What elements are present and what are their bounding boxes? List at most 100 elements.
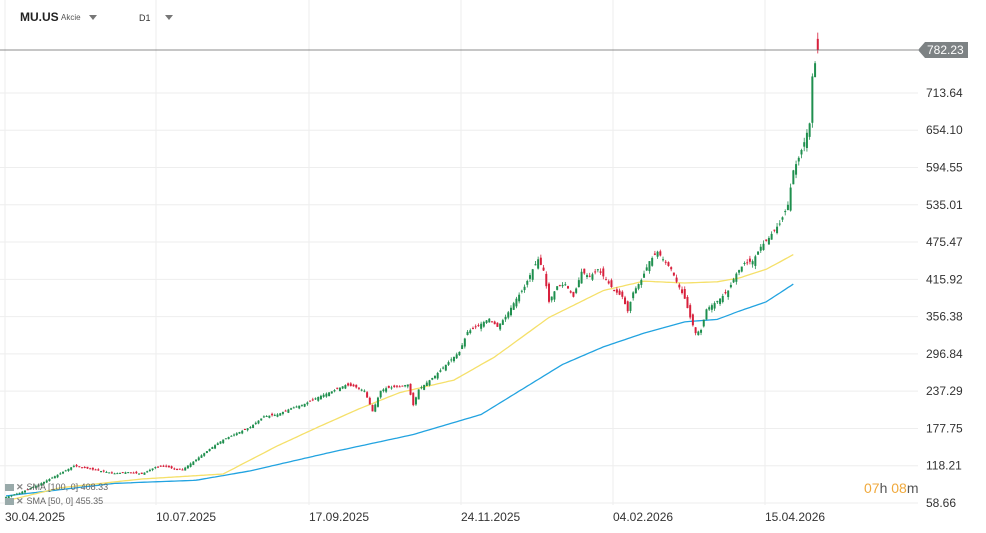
candle-body: [700, 329, 703, 333]
candle-body: [349, 383, 352, 386]
close-icon[interactable]: ✕: [16, 496, 24, 506]
x-tick-label: 04.02.2026: [613, 510, 673, 524]
candle-body: [444, 364, 447, 371]
candle-body: [656, 251, 659, 257]
candle-body: [192, 461, 195, 465]
candle-body: [575, 288, 578, 293]
candle-body: [200, 455, 203, 458]
candle-body: [732, 279, 735, 283]
candle-body: [105, 471, 108, 473]
candle-body: [279, 413, 282, 416]
candle-body: [721, 295, 724, 302]
candle-body: [184, 467, 187, 471]
candle-body: [710, 305, 713, 310]
candle-body: [447, 362, 450, 365]
candle-body: [75, 464, 78, 467]
candle-body: [246, 428, 249, 431]
candle-body: [452, 356, 455, 362]
symbol-label[interactable]: MU.US: [20, 10, 59, 24]
candle-body: [713, 303, 716, 309]
candle-body: [62, 471, 65, 474]
candle-body: [94, 469, 97, 471]
y-tick-label: 118.21: [926, 459, 962, 473]
candle-body: [83, 466, 86, 468]
candle-body: [632, 292, 635, 299]
candle-body: [317, 396, 320, 401]
candle-body: [545, 273, 548, 287]
candle-body: [458, 351, 461, 356]
close-icon[interactable]: ✕: [16, 482, 24, 492]
candle-body: [78, 466, 81, 468]
candle-body: [205, 451, 208, 453]
candle-body: [222, 439, 225, 444]
candle-body: [102, 470, 105, 472]
candle-body: [624, 297, 627, 305]
candle-body: [124, 472, 127, 474]
candle-body: [781, 217, 784, 220]
timeframe-label[interactable]: D1: [139, 13, 151, 23]
candle-body: [550, 296, 553, 301]
candle-body: [420, 387, 423, 389]
candle-body: [227, 437, 230, 440]
y-tick-label: 415.92: [926, 272, 963, 286]
y-tick-label: 296.84: [926, 347, 963, 361]
candle-body: [143, 472, 146, 475]
candle-body: [360, 389, 363, 391]
candle-body: [211, 447, 214, 449]
candle-body: [314, 398, 317, 400]
candle-body: [482, 322, 485, 327]
candle-body: [469, 330, 472, 334]
candle-body: [208, 448, 211, 452]
candle-body: [167, 465, 170, 468]
candle-body: [621, 291, 624, 297]
candle-body: [537, 259, 540, 269]
candle-body: [485, 320, 488, 323]
candle-body: [376, 397, 379, 407]
x-axis: 30.04.2025 10.07.2025 17.09.2025 24.11.2025…: [5, 510, 825, 524]
candle-body: [319, 395, 322, 400]
candle-body: [328, 392, 331, 397]
y-tick-label: 177.75: [926, 421, 963, 435]
sma50-path: [5, 254, 794, 502]
candle-body: [140, 472, 143, 474]
candle-body: [681, 289, 684, 294]
candle-body: [792, 170, 795, 185]
candle-body: [238, 432, 241, 434]
candle-body: [602, 268, 605, 277]
candle-body: [59, 473, 62, 475]
candle-body: [176, 468, 179, 470]
candle-body: [588, 275, 591, 277]
candle-body: [262, 416, 265, 418]
candle-body: [548, 283, 550, 302]
sma100-path: [5, 283, 794, 497]
current-price-label: 782.23: [927, 43, 964, 57]
candle-body: [803, 142, 806, 147]
candle-body: [564, 284, 567, 286]
instrument-type-label: Akcie: [61, 13, 81, 22]
symbol-dropdown-icon[interactable]: [89, 15, 97, 20]
candle-body: [708, 307, 711, 310]
candle-body: [428, 380, 431, 386]
candle-body: [53, 476, 56, 479]
candle-body: [409, 383, 412, 395]
candle-body: [138, 473, 141, 475]
y-tick-label: 713.64: [926, 86, 963, 100]
candle-body: [398, 386, 401, 388]
legend-sma100[interactable]: ✕ SMA [100, 0] 408.33: [5, 482, 108, 493]
y-tick-label: 58.66: [926, 496, 956, 510]
candle-body: [379, 390, 382, 398]
candle-body: [689, 305, 692, 318]
candle-body: [558, 285, 561, 287]
candle-body: [423, 384, 426, 390]
candle-body: [738, 270, 741, 273]
candle-body: [493, 321, 496, 325]
candle-body: [686, 296, 689, 309]
candle-body: [520, 290, 523, 292]
candle-body: [233, 434, 236, 436]
candle-body: [797, 157, 800, 162]
timeframe-dropdown-icon[interactable]: [165, 15, 173, 20]
legend-sma50[interactable]: ✕ SMA [50, 0] 455.35: [5, 496, 103, 507]
candle-body: [18, 492, 21, 494]
candle-body: [121, 472, 124, 474]
